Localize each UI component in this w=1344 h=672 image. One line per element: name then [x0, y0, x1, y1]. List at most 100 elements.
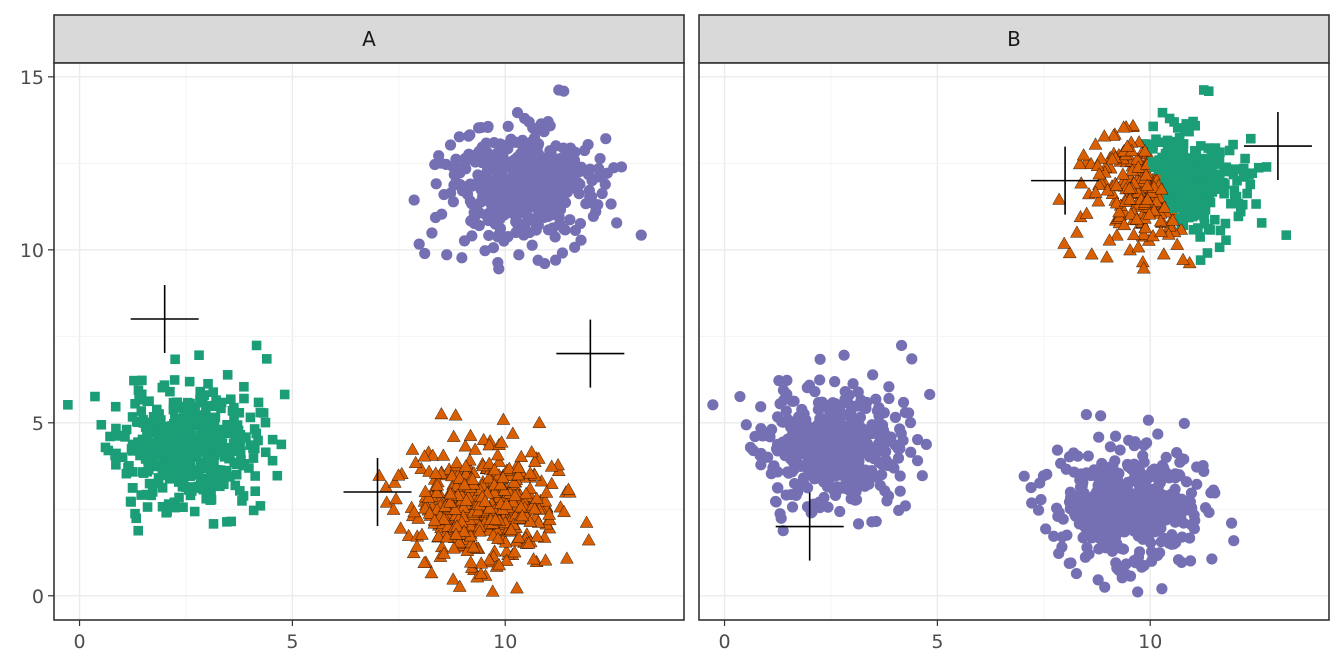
- data-point: [1053, 506, 1065, 519]
- data-point: [183, 454, 194, 464]
- data-point: [499, 553, 514, 566]
- data-point: [1172, 554, 1185, 566]
- data-point: [788, 477, 801, 490]
- data-point: [137, 375, 147, 386]
- data-point: [230, 433, 240, 444]
- x-tick-label: 10: [1138, 631, 1162, 653]
- data-point: [267, 455, 278, 466]
- data-point: [1072, 156, 1087, 170]
- data-point: [486, 214, 498, 226]
- data-point: [814, 374, 826, 386]
- data-point: [1200, 153, 1210, 164]
- facet-strip: [53, 14, 685, 64]
- data-point: [393, 521, 408, 534]
- data-point: [599, 178, 611, 191]
- data-point: [1032, 504, 1045, 516]
- data-point: [164, 467, 175, 478]
- data-point: [426, 227, 438, 239]
- data-point: [1109, 430, 1122, 442]
- data-point: [830, 461, 842, 473]
- data-point: [524, 445, 539, 458]
- data-point: [771, 482, 784, 494]
- data-point: [1226, 198, 1236, 209]
- data-point: [496, 470, 510, 483]
- data-point: [920, 438, 932, 450]
- data-point: [519, 486, 533, 499]
- data-point: [430, 478, 445, 491]
- data-point: [559, 185, 571, 197]
- data-point: [413, 238, 425, 250]
- data-point: [158, 442, 169, 453]
- data-point: [1193, 223, 1203, 233]
- data-point: [1281, 230, 1292, 240]
- data-point: [1169, 184, 1180, 195]
- data-point: [205, 468, 216, 479]
- data-point: [547, 222, 559, 234]
- data-point: [835, 449, 847, 461]
- data-point: [916, 470, 928, 482]
- x-axis: 0 5 10: [718, 620, 1162, 653]
- data-point: [1157, 165, 1167, 175]
- data-point: [528, 454, 542, 467]
- data-point: [755, 447, 767, 460]
- data-point: [1112, 205, 1127, 218]
- data-point: [482, 471, 496, 484]
- data-point: [148, 439, 158, 450]
- data-point: [434, 407, 449, 420]
- data-point: [1195, 255, 1206, 265]
- data-point: [1261, 162, 1272, 172]
- data-point: [1196, 141, 1206, 151]
- data-point: [1140, 178, 1154, 191]
- data-point: [541, 196, 553, 208]
- data-point: [1120, 558, 1132, 570]
- data-point: [1160, 173, 1171, 183]
- data-point: [873, 410, 885, 422]
- data-point: [1163, 191, 1174, 201]
- data-point: [1206, 553, 1218, 565]
- data-point: [839, 479, 852, 491]
- data-point: [1251, 199, 1261, 209]
- data-point: [1061, 529, 1073, 541]
- data-point: [163, 448, 173, 459]
- data-point: [777, 436, 789, 448]
- data-point: [1176, 531, 1188, 543]
- data-point: [1157, 107, 1168, 118]
- data-point: [532, 254, 544, 266]
- data-point: [1247, 168, 1258, 179]
- data-point: [111, 423, 121, 434]
- data-point: [235, 431, 245, 442]
- data-point: [173, 455, 184, 465]
- data-point: [436, 208, 448, 220]
- data-point: [1199, 219, 1210, 229]
- data-point: [822, 501, 834, 513]
- data-point: [1138, 144, 1152, 157]
- facet-label-b: B: [1007, 27, 1021, 51]
- data-point: [808, 425, 820, 438]
- data-point: [1228, 535, 1240, 547]
- data-point: [1084, 247, 1099, 260]
- data-point: [1220, 218, 1231, 229]
- data-point: [1040, 523, 1052, 535]
- data-point: [248, 443, 258, 454]
- data-point: [1110, 557, 1122, 569]
- data-point: [510, 581, 524, 594]
- data-point: [225, 471, 235, 482]
- data-point: [121, 424, 132, 435]
- data-point: [387, 475, 402, 488]
- data-point: [904, 417, 917, 429]
- data-point: [458, 459, 473, 472]
- data-point: [1148, 141, 1158, 151]
- data-point: [250, 486, 261, 497]
- data-point: [1176, 493, 1188, 505]
- facet-strip: [698, 14, 1330, 64]
- data-point: [523, 183, 536, 196]
- data-point: [487, 162, 499, 174]
- y-tick-label: 5: [32, 413, 44, 435]
- data-point: [441, 249, 453, 261]
- data-point: [1089, 488, 1101, 501]
- data-point: [1165, 155, 1175, 165]
- data-point: [1099, 581, 1111, 593]
- data-point: [1148, 157, 1158, 167]
- data-point: [411, 511, 426, 524]
- x-tick-label: 10: [493, 631, 517, 653]
